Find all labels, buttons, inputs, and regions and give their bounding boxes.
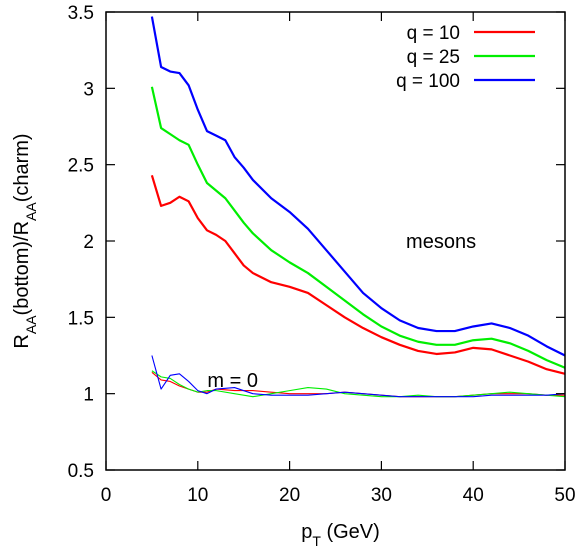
y-axis-title-p1: R (11, 334, 33, 348)
legend-label: q = 100 (396, 71, 460, 92)
y-tick-label: 1 (83, 385, 94, 406)
y-axis-title-p2: (bottom)/R (11, 221, 33, 315)
y-tick-label: 2 (83, 232, 94, 253)
x-tick-label: 10 (187, 485, 208, 506)
x-tick-label: 40 (463, 485, 484, 506)
annotation-mesons: mesons (406, 231, 476, 253)
x-axis-title: pT (GeV) (301, 521, 380, 548)
ticks-layer: 0 10 20 30 40 50 0.5 1 1.5 2 2.5 3 3.5 (68, 3, 576, 506)
legend-label: q = 25 (407, 47, 460, 68)
series-line-mesons-0 (150, 175, 566, 375)
y-tick-label: 3 (83, 79, 94, 100)
series-line-mesons-2 (150, 16, 566, 357)
x-tick-label: 20 (279, 485, 300, 506)
series-line-mesons-1 (150, 86, 566, 369)
x-axis-title-sub: T (312, 533, 321, 548)
x-axis-title-rest: (GeV) (321, 521, 380, 543)
y-axis-title: RAA(bottom)/RAA(charm) (11, 133, 39, 348)
y-tick-label: 2.5 (68, 156, 94, 177)
legend: q = 10 q = 25 q = 100 (396, 23, 535, 92)
series-layer (150, 16, 566, 398)
series-line-m0-5 (151, 355, 566, 398)
y-axis-title-s2: AA (23, 202, 39, 221)
y-tick-label: 0.5 (68, 461, 94, 482)
y-axis-title-p3: (charm) (11, 133, 33, 202)
y-axis-title-s1: AA (23, 315, 39, 334)
x-tick-label: 0 (101, 485, 112, 506)
legend-label: q = 10 (407, 23, 460, 44)
y-tick-label: 3.5 (68, 3, 94, 24)
x-tick-label: 30 (371, 485, 392, 506)
y-tick-label: 1.5 (68, 308, 94, 329)
x-axis-title-main: p (301, 521, 312, 543)
annotation-m0: m = 0 (207, 370, 258, 392)
series-line-m0-4 (151, 370, 566, 398)
x-tick-label: 50 (554, 485, 575, 506)
